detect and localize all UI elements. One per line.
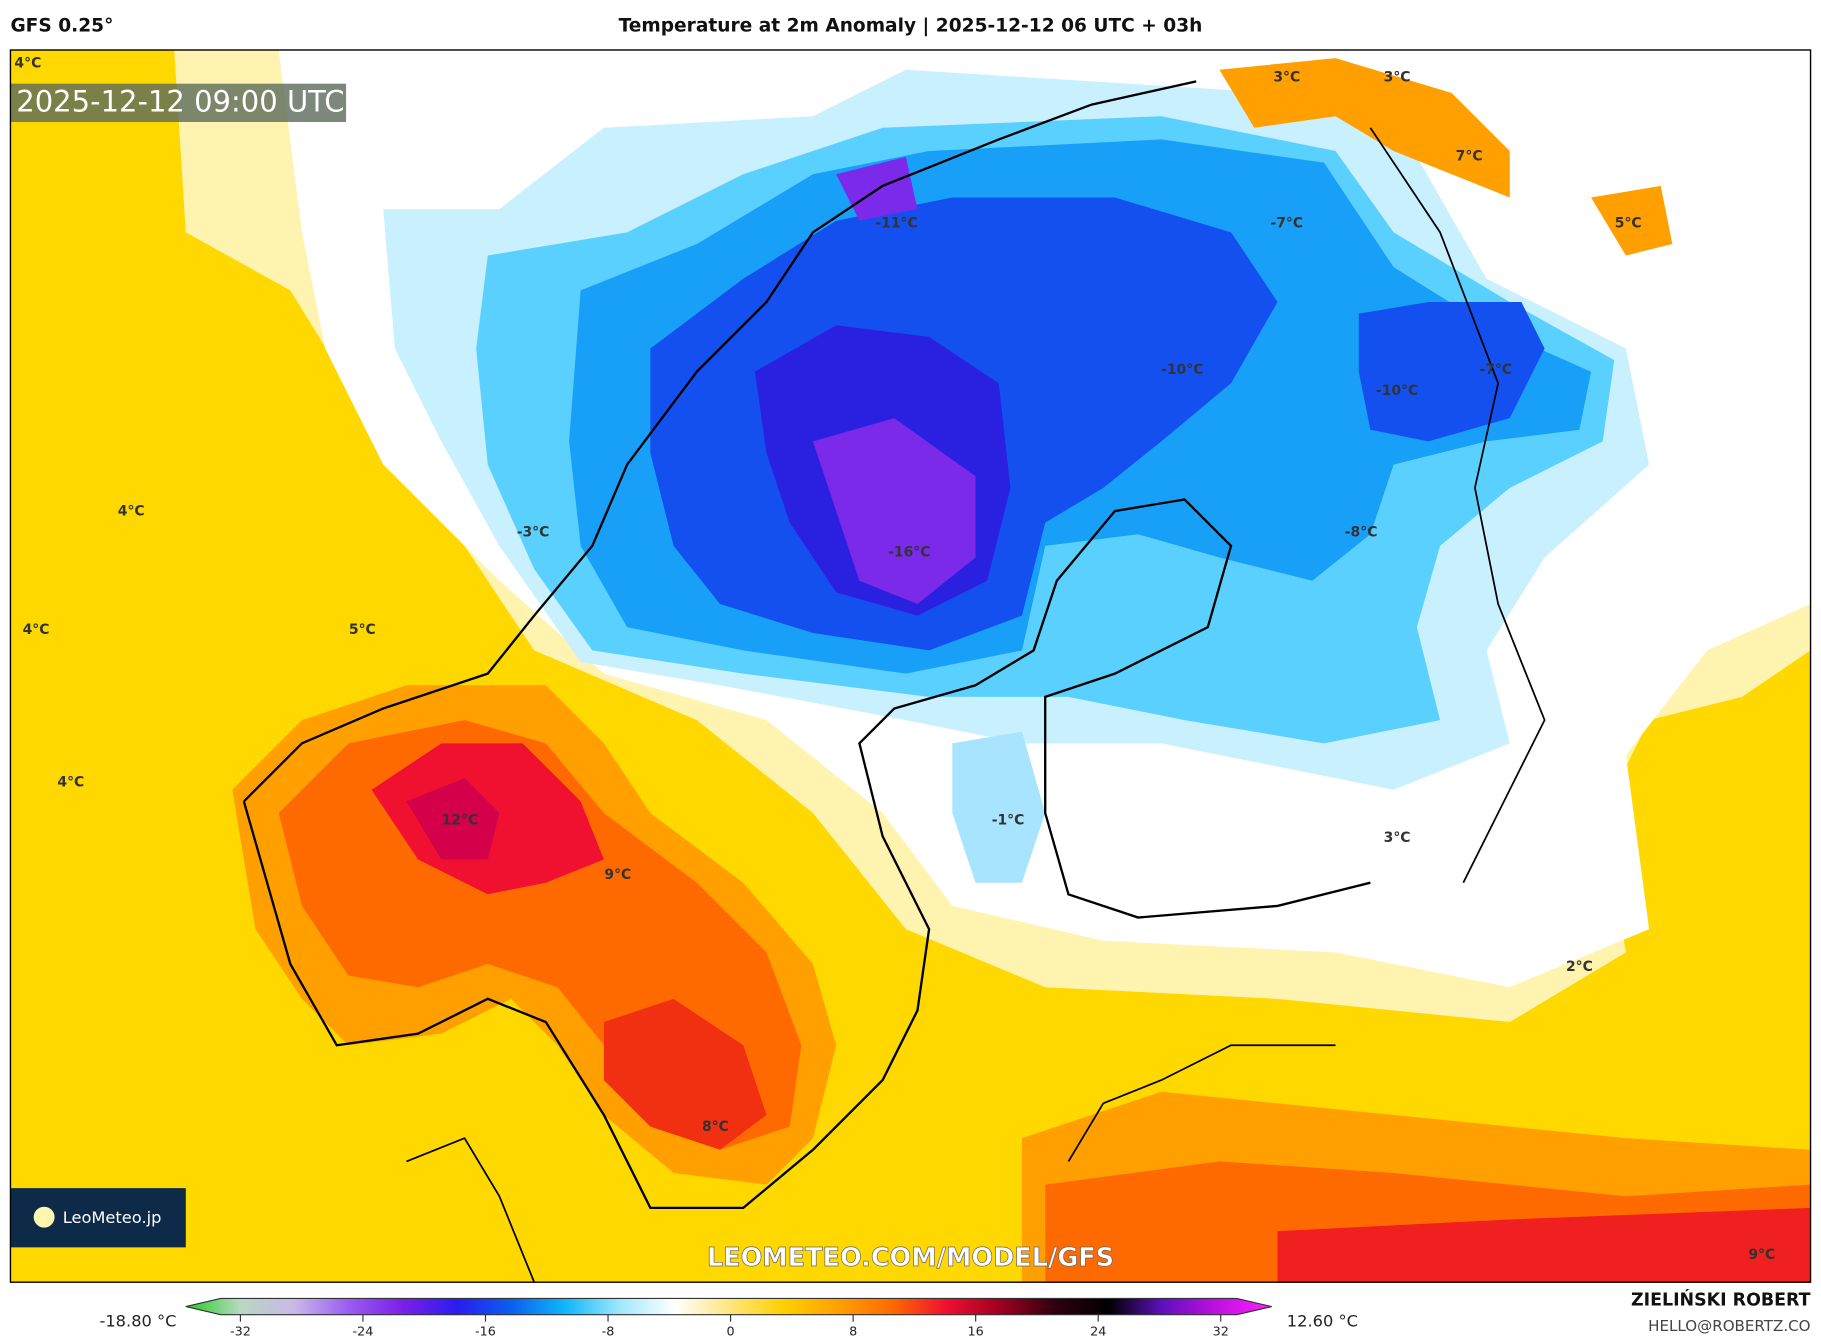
colorbar-tick-label: -16 xyxy=(475,1325,496,1338)
temperature-label: 12°C xyxy=(442,813,479,829)
colorbar-max-label: 12.60 °C xyxy=(1287,1311,1358,1330)
colorbar-tick-label: 0 xyxy=(727,1325,735,1338)
map-frame xyxy=(9,49,1812,1283)
temperature-label: -1°C xyxy=(992,813,1025,829)
temperature-label: -7°C xyxy=(1479,362,1512,378)
valid-time: 2025-12-12 09:00 UTC xyxy=(16,85,344,119)
colorbar-min-label: -18.80 °C xyxy=(99,1311,176,1330)
colorbar-tick-label: 24 xyxy=(1090,1325,1106,1338)
map-area[interactable]: 4°C 3°C 3°C 7°C 5°C -11°C -7°C 4°C -10°C -10°C -7°… xyxy=(10,49,1811,1283)
temperature-label: -11°C xyxy=(875,216,917,232)
colorbar-tick-label: -24 xyxy=(353,1325,374,1338)
temperature-labels: 4°C 3°C 3°C 7°C 5°C -11°C -7°C 4°C -10°C -10°C -7°… xyxy=(14,55,1775,1263)
temperature-label: 5°C xyxy=(349,622,376,638)
colorbar-tick-label: -32 xyxy=(230,1325,251,1338)
colorbar-tick-label: 32 xyxy=(1213,1325,1229,1338)
colorbar-tick-label: -8 xyxy=(602,1325,615,1338)
temperature-label: 4°C xyxy=(118,504,145,520)
author-email[interactable]: HELLO@ROBERTZ.CO xyxy=(1648,1317,1811,1335)
model-name: GFS 0.25° xyxy=(10,15,113,36)
temperature-label: 3°C xyxy=(1384,830,1411,846)
temperature-label: -10°C xyxy=(1376,383,1418,399)
temperature-label: 2°C xyxy=(1566,959,1593,975)
valid-time-box xyxy=(10,83,347,123)
temperature-label: 3°C xyxy=(1384,69,1411,85)
temperature-label: -7°C xyxy=(1270,216,1303,232)
watermark: LEOMETEO.COM/MODEL/GFS xyxy=(707,1243,1114,1273)
temperature-label: 8°C xyxy=(702,1119,729,1135)
temperature-label: 9°C xyxy=(1748,1247,1775,1263)
temperature-label: -16°C xyxy=(888,544,930,560)
author: ZIELIŃSKI ROBERT xyxy=(1631,1288,1811,1310)
temperature-label: -10°C xyxy=(1161,362,1203,378)
temperature-label: 3°C xyxy=(1273,69,1300,85)
temperature-label: 9°C xyxy=(604,867,631,883)
colorbar: -32 -24 -16 -8 0 8 16 24 32 xyxy=(185,1297,1272,1338)
leometeo-logo: LeoMeteo.jp xyxy=(10,1188,186,1248)
temperature-label: 4°C xyxy=(14,55,41,71)
chart-title: Temperature at 2m Anomaly | 2025-12-12 0… xyxy=(619,15,1203,36)
sun-icon xyxy=(33,1206,55,1228)
colorbar-tick-label: 16 xyxy=(968,1325,984,1338)
temperature-label: -8°C xyxy=(1345,525,1378,541)
logo-text: LeoMeteo.jp xyxy=(63,1208,162,1227)
temperature-label: 7°C xyxy=(1456,148,1483,164)
temperature-label: 4°C xyxy=(23,622,50,638)
colorbar-tick-label: 8 xyxy=(849,1325,857,1338)
temperature-label: 5°C xyxy=(1615,216,1642,232)
temperature-label: -3°C xyxy=(517,525,550,541)
temperature-label: 4°C xyxy=(57,774,84,790)
